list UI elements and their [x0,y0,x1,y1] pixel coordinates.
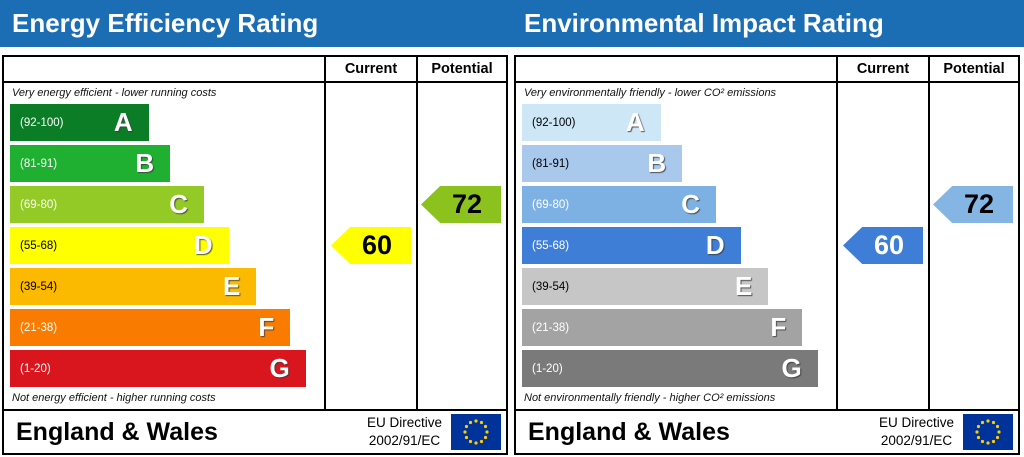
band-letter: E [735,271,753,301]
band-f-row: (21-38) F [522,309,830,346]
band-c-row: (69-80) C [10,186,318,223]
band-letter: G [781,353,802,383]
band-b-bar: (81-91) B [10,145,171,182]
environmental-band-chart: Very environmentally friendly - lower CO… [516,83,836,409]
band-range-label: (1-20) [20,362,51,375]
band-letter: B [647,148,667,178]
eu-directive-line1: EU Directive [878,415,954,431]
current-rating-arrow: 60 [331,227,411,264]
potential-rating-arrow: 72 [933,186,1013,223]
band-b-row: (81-91) B [10,145,318,182]
band-range-label: (39-54) [532,280,570,293]
band-a-bar: (92-100) A [522,104,661,141]
band-letter: C [169,189,189,219]
energy-band-chart: Very energy efficient - lower running co… [4,83,324,409]
environmental-potential-column-header: Potential [928,57,1018,83]
band-g-bar: (1-20) G [10,350,306,387]
energy-chart-header-cell [4,57,324,83]
band-range-label: (92-100) [532,116,576,129]
band-f-row: (21-38) F [10,309,318,346]
band-letter: D [193,230,213,260]
band-g-row: (1-20) G [10,350,318,387]
potential-rating-arrow: 72 [421,186,501,223]
environmental-bottom-note: Not environmentally friendly - higher CO… [524,392,776,404]
band-a-row: (92-100) A [522,104,830,141]
band-c-row: (69-80) C [522,186,830,223]
energy-potential-column: 72 [416,83,506,409]
energy-current-column-header: Current [324,57,416,83]
band-b-row: (81-91) B [522,145,830,182]
band-d-bar: (55-68) D [10,227,229,264]
band-g-row: (1-20) G [522,350,830,387]
energy-efficiency-title: Energy Efficiency Rating [12,8,319,38]
band-letter: G [269,353,290,383]
energy-potential-column-header: Potential [416,57,506,83]
band-range-label: (69-80) [20,198,58,211]
environmental-band-list: (92-100) A (81-91) B (69-80) C (55-68) D (39-54)… [522,104,830,387]
band-range-label: (1-20) [532,362,563,375]
energy-current-column: 60 [324,83,416,409]
band-e-row: (39-54) E [10,268,318,305]
region-label: England & Wales [528,417,730,446]
band-range-label: (21-38) [20,321,58,334]
band-g-bar: (1-20) G [522,350,818,387]
energy-efficiency-panel: Current Potential Very energy efficient … [2,55,508,455]
band-letter: B [135,148,155,178]
environmental-impact-panel: Current Potential Very environmentally f… [514,55,1020,455]
band-d-row: (55-68) D [10,227,318,264]
environmental-chart-header-cell [516,57,836,83]
band-range-label: (92-100) [20,116,64,129]
energy-bottom-note: Not energy efficient - higher running co… [12,392,216,404]
band-range-label: (21-38) [532,321,570,334]
band-e-row: (39-54) E [522,268,830,305]
current-rating-arrow: 60 [843,227,923,264]
band-f-bar: (21-38) F [522,309,803,346]
environmental-top-note: Very environmentally friendly - lower CO… [524,87,777,99]
environmental-potential-column: 72 [928,83,1018,409]
band-letter: C [681,189,701,219]
energy-top-note: Very energy efficient - lower running co… [12,87,217,99]
eu-flag-icon [963,414,1013,450]
band-letter: E [223,271,241,301]
band-range-label: (55-68) [20,239,58,252]
band-range-label: (69-80) [532,198,570,211]
energy-band-list: (92-100) A (81-91) B (69-80) C (55-68) D (39-54)… [10,104,318,387]
band-f-bar: (21-38) F [10,309,291,346]
band-a-row: (92-100) A [10,104,318,141]
band-c-bar: (69-80) C [522,186,717,223]
band-letter: F [770,312,787,342]
band-letter: A [113,107,133,137]
eu-directive-label: EU Directive 2002/91/EC [367,414,442,449]
band-letter: D [705,230,725,260]
region-label: England & Wales [16,417,218,446]
energy-footer: England & Wales EU Directive 2002/91/EC [4,409,506,453]
band-b-bar: (81-91) B [522,145,683,182]
band-d-row: (55-68) D [522,227,830,264]
environmental-current-column: 60 [836,83,928,409]
band-range-label: (55-68) [532,239,570,252]
band-a-bar: (92-100) A [10,104,149,141]
eu-directive-label: EU Directive 2002/91/EC [879,414,954,449]
band-e-bar: (39-54) E [522,268,769,305]
eu-directive-line2: 2002/91/EC [880,433,953,448]
band-range-label: (81-91) [20,157,58,170]
band-letter: A [625,107,645,137]
environmental-impact-title: Environmental Impact Rating [524,8,884,38]
eu-directive-line1: EU Directive [366,415,442,431]
eu-directive-line2: 2002/91/EC [368,433,441,448]
header-band: Energy Efficiency Rating Environmental I… [0,0,1024,47]
eu-flag-icon [451,414,501,450]
environmental-footer: England & Wales EU Directive 2002/91/EC [516,409,1018,453]
band-letter: F [258,312,275,342]
band-range-label: (81-91) [532,157,570,170]
band-c-bar: (69-80) C [10,186,205,223]
band-e-bar: (39-54) E [10,268,257,305]
environmental-current-column-header: Current [836,57,928,83]
band-d-bar: (55-68) D [522,227,741,264]
band-range-label: (39-54) [20,280,58,293]
